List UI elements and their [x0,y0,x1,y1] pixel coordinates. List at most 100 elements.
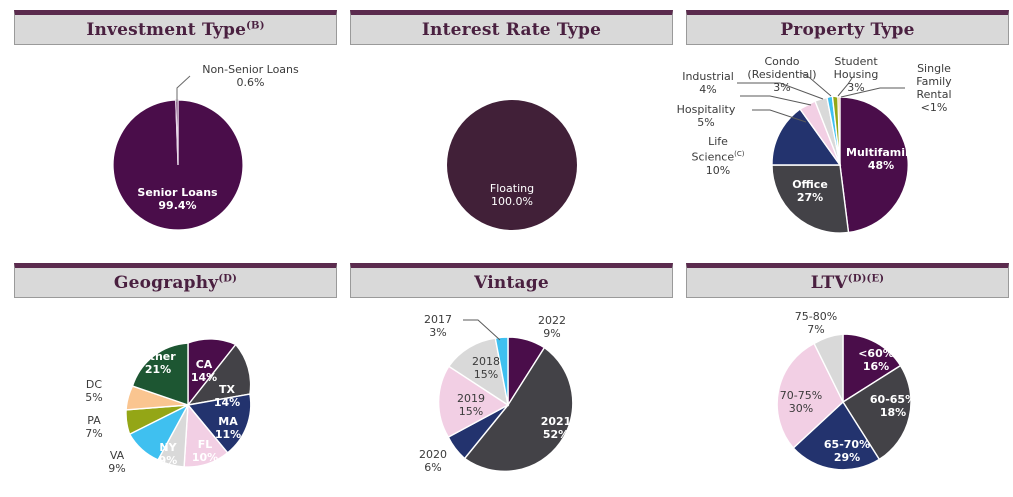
label-name: Single [917,62,951,75]
label-pct: 48% [867,159,895,172]
label-pct: 10% [705,163,731,177]
label-floating: Floating 100.0% [452,182,572,208]
label-other: Other 21% [128,350,188,376]
label-pct: 29% [833,451,861,464]
title-text: Vintage [474,272,549,293]
label-non-senior-loans: Non-Senior Loans 0.6% [188,63,313,89]
label-student-housing: Student Housing 3% [826,55,886,94]
panel-title-interest-rate-type: Interest Rate Type [422,20,601,40]
label-multifamily: Multifamily 48% [840,146,922,172]
label-pct: 30% [788,402,814,415]
slice-single-family-rental[interactable] [837,96,841,166]
slice-tx[interactable] [186,343,252,407]
label-hospitality: Hospitality 5% [672,103,740,129]
label-name: NY [159,441,177,454]
label-pct: 14% [213,396,241,409]
slice-floating[interactable] [447,100,577,230]
title-text: Investment Type [86,19,247,40]
slice-ma[interactable] [186,393,252,454]
slice-office[interactable] [771,164,850,234]
label-name: Multifamily [846,146,916,159]
title-text: Geography [113,272,219,293]
label-pct: 9% [108,462,126,475]
label-ca: CA 14% [180,358,228,384]
label-2017: 2017 3% [414,313,462,339]
label-name: FL [197,438,213,451]
label-ltv-60-65: 60-65% 18% [858,393,928,419]
label-pct: 18% [879,406,907,419]
label-pct: <1% [920,101,948,114]
label-ltv-under-60: <60% 16% [845,347,907,373]
label-2021: 2021 52% [528,415,584,441]
label-pct: 52% [542,428,570,441]
label-ltv-70-75: 70-75% 30% [766,389,836,415]
label-name: 2017 [424,313,452,326]
slice-ltv-60-65[interactable] [842,364,912,461]
title-superscript: (B) [246,19,265,31]
leader-line-2017 [463,319,501,341]
label-name: Life [708,135,728,148]
label-fl: FL 10% [184,438,226,464]
label-pct: 3% [847,81,865,94]
title-superscript: (D) [218,272,238,284]
label-industrial: Industrial 4% [678,70,738,96]
panel-header-property-type: Property Type [686,10,1009,45]
label-name: Floating [489,182,535,195]
label-name: Hospitality [676,103,736,116]
panel-title-vintage: Vintage [474,273,549,293]
label-pct: 16% [862,360,890,373]
label-pct: 10% [191,451,219,464]
label-2022: 2022 9% [527,314,577,340]
slice-other[interactable] [131,342,189,406]
label-pct: 21% [144,363,172,376]
leader-line-non-senior [176,75,191,102]
label-name: 60-65% [869,393,917,406]
label-ltv-65-70: 65-70% 29% [812,438,882,464]
label-name2: Science [691,150,735,164]
label-pct: 3% [429,326,447,339]
label-name2: Housing [833,68,879,81]
label-name: CA [195,358,213,371]
label-name: 2021 [540,415,572,428]
label-name: MA [218,415,238,428]
label-life-science: Life Science(C) 10% [685,135,751,177]
panel-title-geography: Geography(D) [114,273,237,293]
slice-2019[interactable] [437,365,510,439]
label-pct: 7% [807,323,825,336]
label-name: 2018 [472,355,500,368]
label-name3: Rental [916,88,952,101]
panel-header-investment-type: Investment Type(B) [14,10,337,45]
slice-ltv-75-80[interactable] [813,333,844,403]
label-dc: DC 5% [78,378,110,404]
label-name2: Family [916,75,952,88]
label-pct: 14% [190,371,218,384]
slice-life-science[interactable] [771,108,842,166]
label-2019: 2019 15% [447,392,495,418]
panel-header-interest-rate-type: Interest Rate Type [350,10,673,45]
slice-multifamily[interactable] [839,96,909,234]
label-tx: TX 14% [207,383,247,409]
label-name: VA [109,449,125,462]
slice-2021[interactable] [463,346,574,473]
label-ltv-75-80: 75-80% 7% [781,310,851,336]
title-superscript: (D)(E) [847,272,885,284]
leader-line-sfr [840,87,905,98]
label-pct: 6% [424,461,442,474]
slice-2017[interactable] [494,336,509,406]
label-pct: 100.0% [491,195,533,208]
label-pct: 0.6% [236,76,265,89]
label-senior-loans: Senior Loans 99.4% [110,186,245,212]
slice-2018[interactable] [447,337,509,407]
panel-title-investment-type: Investment Type(B) [86,20,264,40]
label-name: Industrial [682,70,734,83]
panel-header-ltv: LTV(D)(E) [686,263,1009,298]
slice-ltv-65-70[interactable] [792,400,881,471]
slice-ltv-under-60[interactable] [842,333,902,404]
label-name: Other [140,350,176,363]
leader-line-hospitality [740,95,812,106]
label-name: 70-75% [779,389,823,402]
